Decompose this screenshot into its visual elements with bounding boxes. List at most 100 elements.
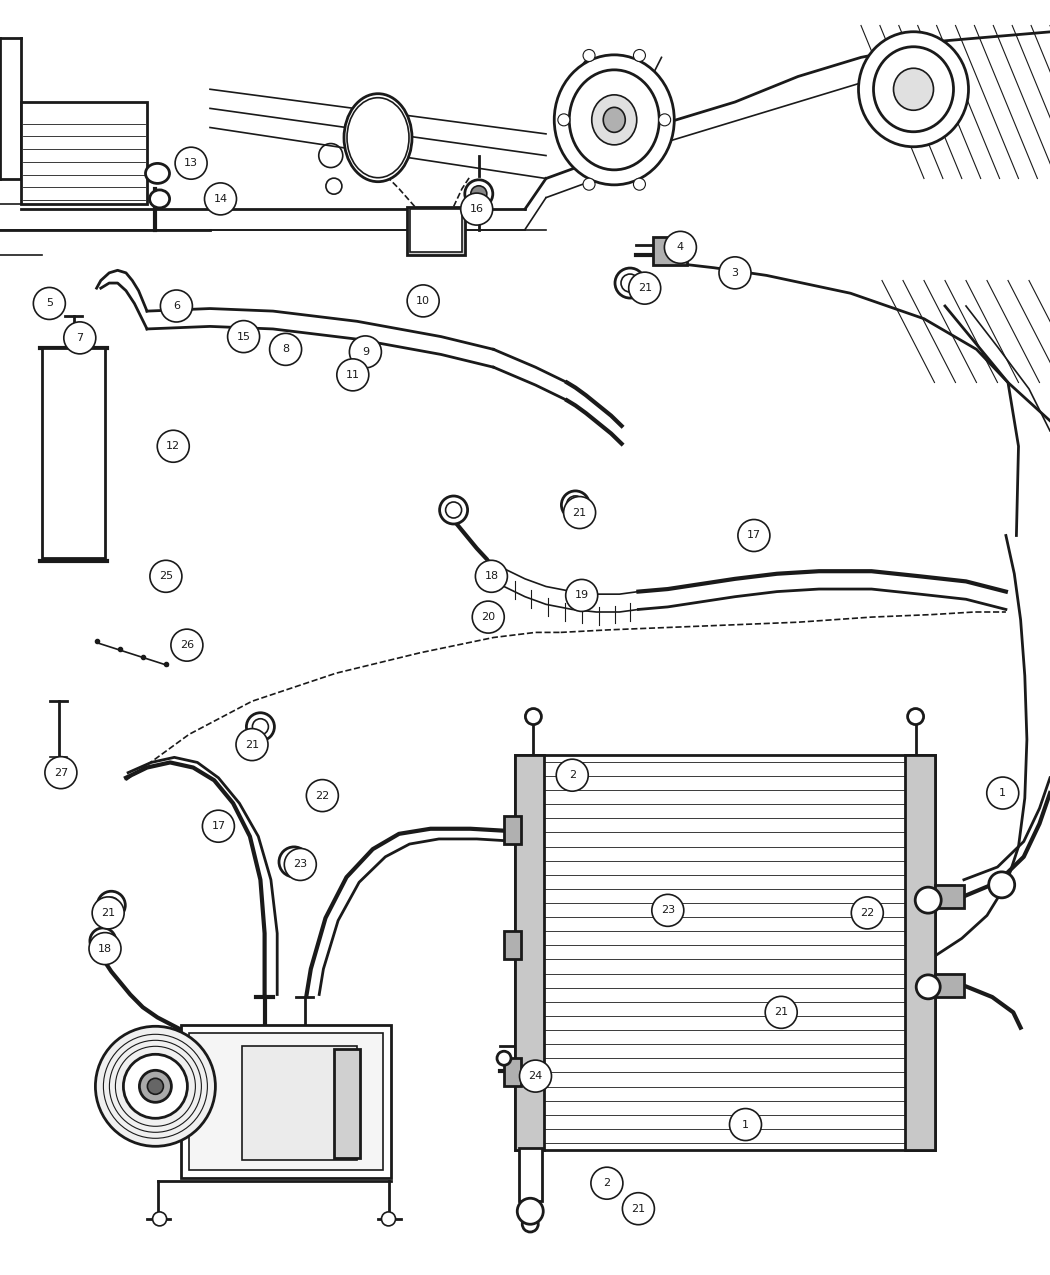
- Text: 23: 23: [660, 905, 675, 915]
- Ellipse shape: [146, 163, 169, 184]
- Text: 21: 21: [101, 908, 116, 918]
- Ellipse shape: [344, 93, 412, 182]
- Circle shape: [461, 193, 492, 226]
- Bar: [181, 1025, 391, 1178]
- Bar: [514, 755, 544, 1150]
- Text: 21: 21: [572, 507, 587, 518]
- Circle shape: [591, 1167, 623, 1200]
- Circle shape: [158, 430, 189, 463]
- Text: 20: 20: [481, 612, 496, 622]
- Circle shape: [152, 1213, 167, 1225]
- Bar: [514, 755, 934, 1150]
- Circle shape: [583, 50, 595, 61]
- Text: 22: 22: [860, 908, 875, 918]
- Circle shape: [140, 1070, 171, 1103]
- Ellipse shape: [569, 70, 659, 170]
- Text: 19: 19: [574, 590, 589, 601]
- Text: 7: 7: [77, 333, 83, 343]
- Circle shape: [236, 728, 268, 761]
- Circle shape: [270, 333, 301, 366]
- Circle shape: [556, 759, 588, 792]
- Text: 2: 2: [604, 1178, 610, 1188]
- Circle shape: [497, 1052, 511, 1065]
- Circle shape: [765, 996, 797, 1029]
- Circle shape: [623, 1192, 654, 1225]
- Circle shape: [564, 496, 595, 529]
- Circle shape: [629, 272, 660, 305]
- Bar: [189, 1033, 383, 1170]
- Circle shape: [307, 779, 338, 812]
- Text: 15: 15: [236, 332, 251, 342]
- Text: 2: 2: [569, 770, 575, 780]
- Bar: [334, 1049, 360, 1158]
- Circle shape: [518, 1198, 543, 1224]
- Circle shape: [525, 709, 542, 724]
- Circle shape: [916, 887, 941, 913]
- Circle shape: [621, 274, 639, 292]
- Bar: [242, 1046, 357, 1160]
- Circle shape: [738, 519, 770, 552]
- Text: 21: 21: [245, 740, 259, 750]
- Circle shape: [566, 579, 597, 612]
- Ellipse shape: [149, 190, 170, 208]
- Circle shape: [652, 894, 684, 927]
- Text: 16: 16: [469, 204, 484, 214]
- Bar: [934, 974, 964, 997]
- Circle shape: [247, 713, 274, 741]
- Bar: [42, 348, 105, 558]
- Text: 10: 10: [416, 296, 430, 306]
- Circle shape: [92, 896, 124, 929]
- Circle shape: [89, 932, 121, 965]
- Text: 9: 9: [362, 347, 369, 357]
- Circle shape: [337, 358, 369, 391]
- Circle shape: [520, 1060, 551, 1093]
- Circle shape: [124, 1054, 187, 1118]
- Text: 8: 8: [282, 344, 289, 354]
- Ellipse shape: [894, 69, 933, 110]
- Circle shape: [34, 287, 65, 320]
- Bar: [410, 209, 462, 252]
- Bar: [934, 885, 964, 908]
- Text: 21: 21: [774, 1007, 789, 1017]
- Text: 17: 17: [211, 821, 226, 831]
- Circle shape: [633, 50, 646, 61]
- Text: 17: 17: [747, 530, 761, 541]
- Circle shape: [161, 289, 192, 323]
- Circle shape: [103, 898, 120, 913]
- Ellipse shape: [554, 55, 674, 185]
- Bar: [519, 1148, 542, 1201]
- Circle shape: [566, 496, 585, 514]
- Bar: [407, 207, 465, 255]
- Ellipse shape: [874, 47, 953, 131]
- Circle shape: [96, 1026, 215, 1146]
- Circle shape: [90, 928, 116, 954]
- Circle shape: [228, 320, 259, 353]
- Circle shape: [730, 1108, 761, 1141]
- Ellipse shape: [859, 32, 968, 147]
- Circle shape: [917, 975, 940, 998]
- Text: 26: 26: [180, 640, 194, 650]
- Text: 14: 14: [213, 194, 228, 204]
- Ellipse shape: [604, 107, 625, 133]
- Circle shape: [279, 847, 309, 877]
- Circle shape: [472, 601, 504, 634]
- Circle shape: [522, 1200, 539, 1215]
- Circle shape: [583, 179, 595, 190]
- Circle shape: [407, 284, 439, 317]
- Circle shape: [522, 1216, 539, 1232]
- Text: 13: 13: [184, 158, 198, 168]
- Bar: [905, 755, 934, 1150]
- Text: 1: 1: [742, 1119, 749, 1130]
- Text: 18: 18: [98, 944, 112, 954]
- Text: 18: 18: [484, 571, 499, 581]
- Circle shape: [465, 180, 492, 208]
- Circle shape: [987, 776, 1018, 810]
- Text: 12: 12: [166, 441, 181, 451]
- Circle shape: [658, 113, 671, 126]
- Circle shape: [350, 335, 381, 368]
- Circle shape: [64, 321, 96, 354]
- Circle shape: [285, 848, 316, 881]
- Circle shape: [562, 491, 589, 519]
- Circle shape: [719, 256, 751, 289]
- Circle shape: [476, 560, 507, 593]
